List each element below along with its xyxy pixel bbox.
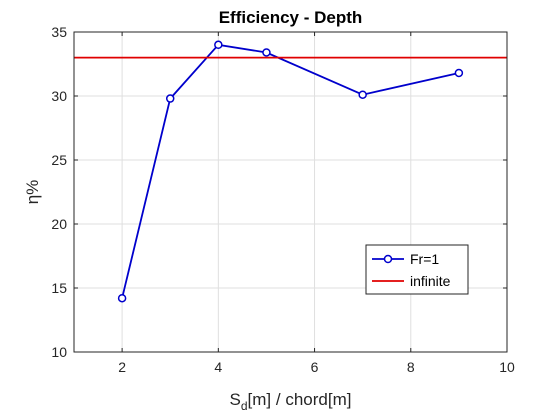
axes-layer [73, 31, 508, 353]
chart-title: Efficiency - Depth [219, 8, 363, 27]
plot-area [74, 32, 507, 352]
y-tick-label-4: 30 [51, 88, 67, 104]
y-tick-label-1: 15 [51, 280, 67, 296]
axes-box [73, 31, 508, 353]
x-tick-label-2: 6 [311, 359, 319, 375]
y-tick-label-0: 10 [51, 344, 67, 360]
y-tick-label-5: 35 [51, 24, 67, 40]
data-point-0-3 [262, 48, 271, 57]
x-axis-label-rest: [m] / chord[m] [248, 390, 352, 409]
x-tick-label-4: 10 [499, 359, 515, 375]
data-point-0-5 [454, 68, 464, 78]
y-tick-label-3: 25 [51, 152, 67, 168]
y-tick-label-2: 20 [51, 216, 67, 232]
x-axis-label: Sd[m] / chord[m] [230, 390, 352, 413]
data-point-0-2 [214, 40, 223, 50]
x-tick-label-3: 8 [407, 359, 415, 375]
legend-label-0: Fr=1 [410, 251, 439, 267]
legend-label-1: infinite [410, 273, 451, 289]
x-axis-label-subscript: d [241, 399, 248, 413]
series-line-0 [121, 43, 460, 299]
x-tick-label-0: 2 [118, 359, 126, 375]
legend: Fr=1 infinite [365, 244, 469, 295]
x-tick-label-1: 4 [214, 359, 222, 375]
tick-labels: 2 4 6 8 10 10 15 20 25 30 35 [51, 24, 515, 375]
x-axis-label-main: S [230, 390, 241, 409]
data-point-0-4 [358, 90, 367, 99]
data-point-0-1 [165, 94, 175, 103]
legend-box [365, 244, 469, 295]
data-point-0-0 [117, 293, 127, 303]
legend-marker-0 [383, 254, 393, 264]
y-axis-label: η% [23, 180, 42, 205]
series-layer [74, 40, 507, 303]
